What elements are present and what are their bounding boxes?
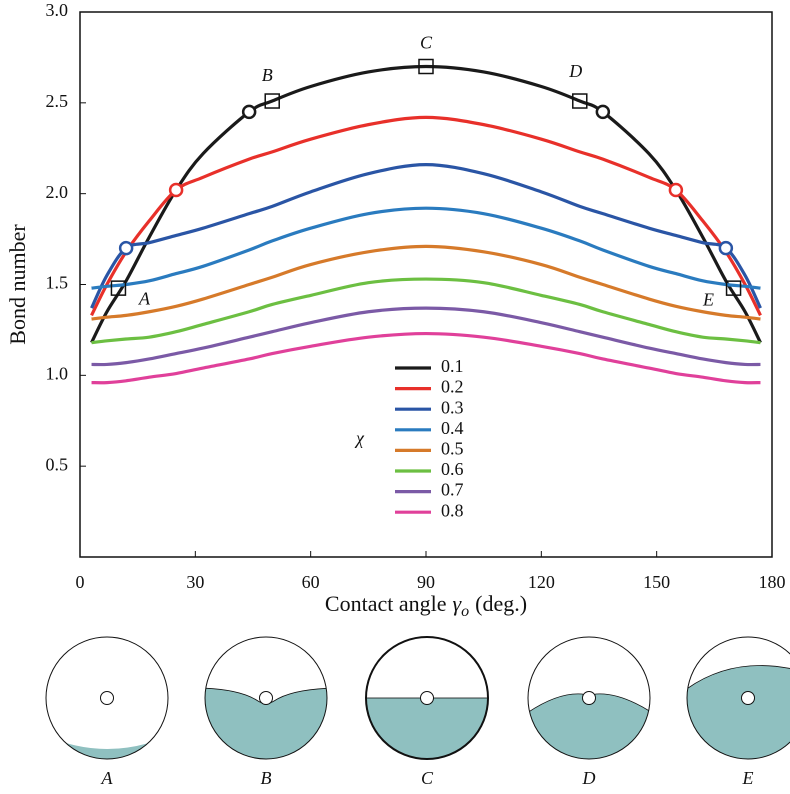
plot-frame <box>79 11 773 558</box>
series-line <box>91 244 761 321</box>
y-tick-label: 2.5 <box>46 91 69 111</box>
y-tick-label: 3.0 <box>46 0 69 20</box>
transition-marker <box>118 240 134 256</box>
x-tick-label: 30 <box>186 572 204 592</box>
state-label: A <box>138 288 151 308</box>
panel-label: E <box>742 768 754 788</box>
y-tick-label: 1.5 <box>46 273 69 293</box>
state-marker <box>264 93 280 109</box>
series-line <box>90 64 762 344</box>
rod <box>259 691 273 705</box>
series-line <box>91 331 761 385</box>
panel-c: C <box>365 636 489 788</box>
state-marker <box>110 280 127 296</box>
x-label-text: Contact angle <box>325 591 447 616</box>
chart: 0 30 60 90 120 150 180 0.5 1.0 1.5 2.0 2.5 3.0 Bond n… <box>5 0 785 620</box>
panel-label: B <box>261 768 272 788</box>
panel-label: A <box>101 768 114 788</box>
tube <box>686 636 790 760</box>
state-marker <box>572 93 588 109</box>
legend-label: 0.7 <box>441 480 464 500</box>
transition-marker <box>168 182 184 198</box>
state-label: C <box>420 33 433 53</box>
legend-title: χ <box>354 428 365 448</box>
rod <box>582 691 596 705</box>
rod <box>741 691 755 705</box>
legend-label: 0.5 <box>441 439 464 459</box>
x-tick-label: 180 <box>759 572 786 592</box>
x-tick-label: 90 <box>417 572 435 592</box>
legend-label: 0.4 <box>441 418 464 438</box>
legend-label: 0.6 <box>441 459 464 479</box>
x-tick-label: 150 <box>643 572 670 592</box>
series-line <box>91 306 761 367</box>
x-axis-label: Contact angle γo (deg.) <box>325 591 527 620</box>
panel-e: E <box>686 636 790 788</box>
panel-d: D <box>527 636 651 788</box>
liquid <box>687 665 790 759</box>
x-tick-label: 120 <box>528 572 555 592</box>
x-tick-label: 0 <box>76 572 85 592</box>
liquid <box>366 697 488 759</box>
x-label-symbol: γ <box>452 591 462 616</box>
x-tick-label: 60 <box>302 572 320 592</box>
state-marker <box>725 280 742 296</box>
state-label: D <box>568 61 582 81</box>
rod <box>420 691 434 705</box>
x-label-subscript: o <box>461 603 469 620</box>
panel-b: B <box>204 636 328 788</box>
y-axis-label: Bond number <box>5 224 30 345</box>
series-line <box>90 115 762 317</box>
transition-marker <box>718 240 734 256</box>
state-marker <box>418 58 434 75</box>
series-line <box>91 206 761 290</box>
transition-marker <box>241 104 257 120</box>
transition-marker <box>595 104 611 120</box>
rod <box>100 691 114 705</box>
state-label: B <box>262 65 273 85</box>
legend-label: 0.1 <box>441 356 464 376</box>
panel-a: A <box>45 636 169 788</box>
panels: A B C D E <box>45 636 790 788</box>
tube <box>204 636 328 760</box>
series-line <box>90 162 762 309</box>
tube <box>365 636 489 760</box>
transition-marker <box>668 182 684 198</box>
y-tick-label: 2.0 <box>46 182 69 202</box>
x-label-unit: (deg.) <box>475 591 527 616</box>
legend-label: 0.3 <box>441 397 464 417</box>
y-tick-label: 0.5 <box>46 454 69 474</box>
legend-label: 0.8 <box>441 500 464 520</box>
panel-label: D <box>582 768 596 788</box>
legend-label: 0.2 <box>441 377 464 397</box>
tube <box>527 636 651 760</box>
y-tick-label: 1.0 <box>46 363 69 383</box>
series-line <box>91 277 761 345</box>
tube <box>45 636 169 760</box>
panel-label: C <box>421 768 434 788</box>
state-label: E <box>702 289 714 309</box>
liquid <box>46 733 168 759</box>
